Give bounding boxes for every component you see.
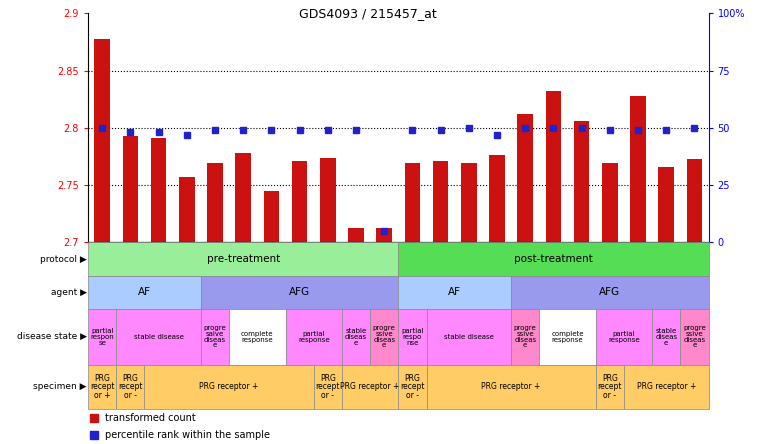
Bar [201, 309, 229, 365]
Bar [342, 309, 370, 365]
Text: PRG
recept
or -: PRG recept or - [316, 373, 340, 400]
Bar [116, 365, 145, 409]
Bar [489, 155, 505, 242]
Text: PRG receptor +: PRG receptor + [482, 382, 541, 391]
Text: progre
saive
diseas
e: progre saive diseas e [204, 325, 227, 349]
Text: partial
response: partial response [298, 331, 329, 343]
Text: protocol ▶: protocol ▶ [40, 254, 87, 264]
Text: PRG receptor +: PRG receptor + [340, 382, 400, 391]
Bar [116, 309, 201, 365]
Bar [511, 276, 709, 309]
Text: complete
response: complete response [241, 331, 273, 343]
Text: PRG
recept
or -: PRG recept or - [400, 373, 424, 400]
Bar [123, 136, 138, 242]
Bar [427, 309, 511, 365]
Text: disease state ▶: disease state ▶ [17, 332, 87, 341]
Text: partial
response: partial response [608, 331, 640, 343]
Bar [342, 365, 398, 409]
Text: agent ▶: agent ▶ [51, 288, 87, 297]
Text: GDS4093 / 215457_at: GDS4093 / 215457_at [299, 7, 437, 20]
Bar [320, 158, 336, 242]
Text: AF: AF [138, 287, 151, 297]
Text: PRG receptor +: PRG receptor + [637, 382, 696, 391]
Bar [151, 138, 166, 242]
Text: PRG
recept
or -: PRG recept or - [118, 373, 142, 400]
Text: PRG
recept
or -: PRG recept or - [597, 373, 622, 400]
Text: transformed count: transformed count [105, 412, 195, 423]
Bar [314, 365, 342, 409]
Text: stable disease: stable disease [444, 334, 494, 340]
Text: percentile rank within the sample: percentile rank within the sample [105, 430, 270, 440]
Text: stable
diseas
e: stable diseas e [655, 328, 677, 345]
Bar [574, 121, 589, 242]
Text: AF: AF [448, 287, 461, 297]
Text: stable disease: stable disease [133, 334, 184, 340]
Bar [596, 365, 624, 409]
Text: complete
response: complete response [552, 331, 584, 343]
Bar [398, 276, 511, 309]
Bar [349, 227, 364, 242]
Text: specimen ▶: specimen ▶ [33, 382, 87, 391]
Text: PRG receptor +: PRG receptor + [199, 382, 259, 391]
Bar [264, 191, 279, 242]
Bar [680, 309, 709, 365]
Text: PRG
recept
or +: PRG recept or + [90, 373, 114, 400]
Bar [398, 242, 709, 276]
Text: AFG: AFG [599, 287, 620, 297]
Bar [235, 153, 251, 242]
Bar [88, 242, 398, 276]
Bar [686, 159, 702, 242]
Text: progre
ssive
diseas
e: progre ssive diseas e [373, 325, 395, 349]
Text: AFG: AFG [289, 287, 310, 297]
Bar [370, 309, 398, 365]
Bar [427, 365, 596, 409]
Text: progre
ssive
diseas
e: progre ssive diseas e [683, 325, 705, 349]
Bar [602, 163, 617, 242]
Bar [88, 365, 116, 409]
Bar [596, 309, 652, 365]
Bar [518, 114, 533, 242]
Bar [659, 167, 674, 242]
Bar [545, 91, 561, 242]
Bar [145, 365, 314, 409]
Bar [88, 309, 116, 365]
Bar [376, 227, 392, 242]
Bar [461, 163, 476, 242]
Text: partial
respo
nse: partial respo nse [401, 328, 424, 345]
Bar [179, 177, 195, 242]
Text: progre
ssive
diseas
e: progre ssive diseas e [514, 325, 537, 349]
Text: pre-treatment: pre-treatment [207, 254, 280, 264]
Bar [88, 276, 201, 309]
Bar [398, 365, 427, 409]
Text: partial
respon
se: partial respon se [90, 328, 114, 345]
Bar [208, 163, 223, 242]
Bar [624, 365, 709, 409]
Bar [652, 309, 680, 365]
Bar [292, 161, 307, 242]
Bar [404, 163, 421, 242]
Bar [511, 309, 539, 365]
Bar [229, 309, 286, 365]
Bar [94, 39, 110, 242]
Bar [433, 161, 448, 242]
Bar [286, 309, 342, 365]
Bar [630, 96, 646, 242]
Bar [539, 309, 596, 365]
Text: post-treatment: post-treatment [514, 254, 593, 264]
Text: stable
diseas
e: stable diseas e [345, 328, 367, 345]
Bar [398, 309, 427, 365]
Bar [201, 276, 398, 309]
